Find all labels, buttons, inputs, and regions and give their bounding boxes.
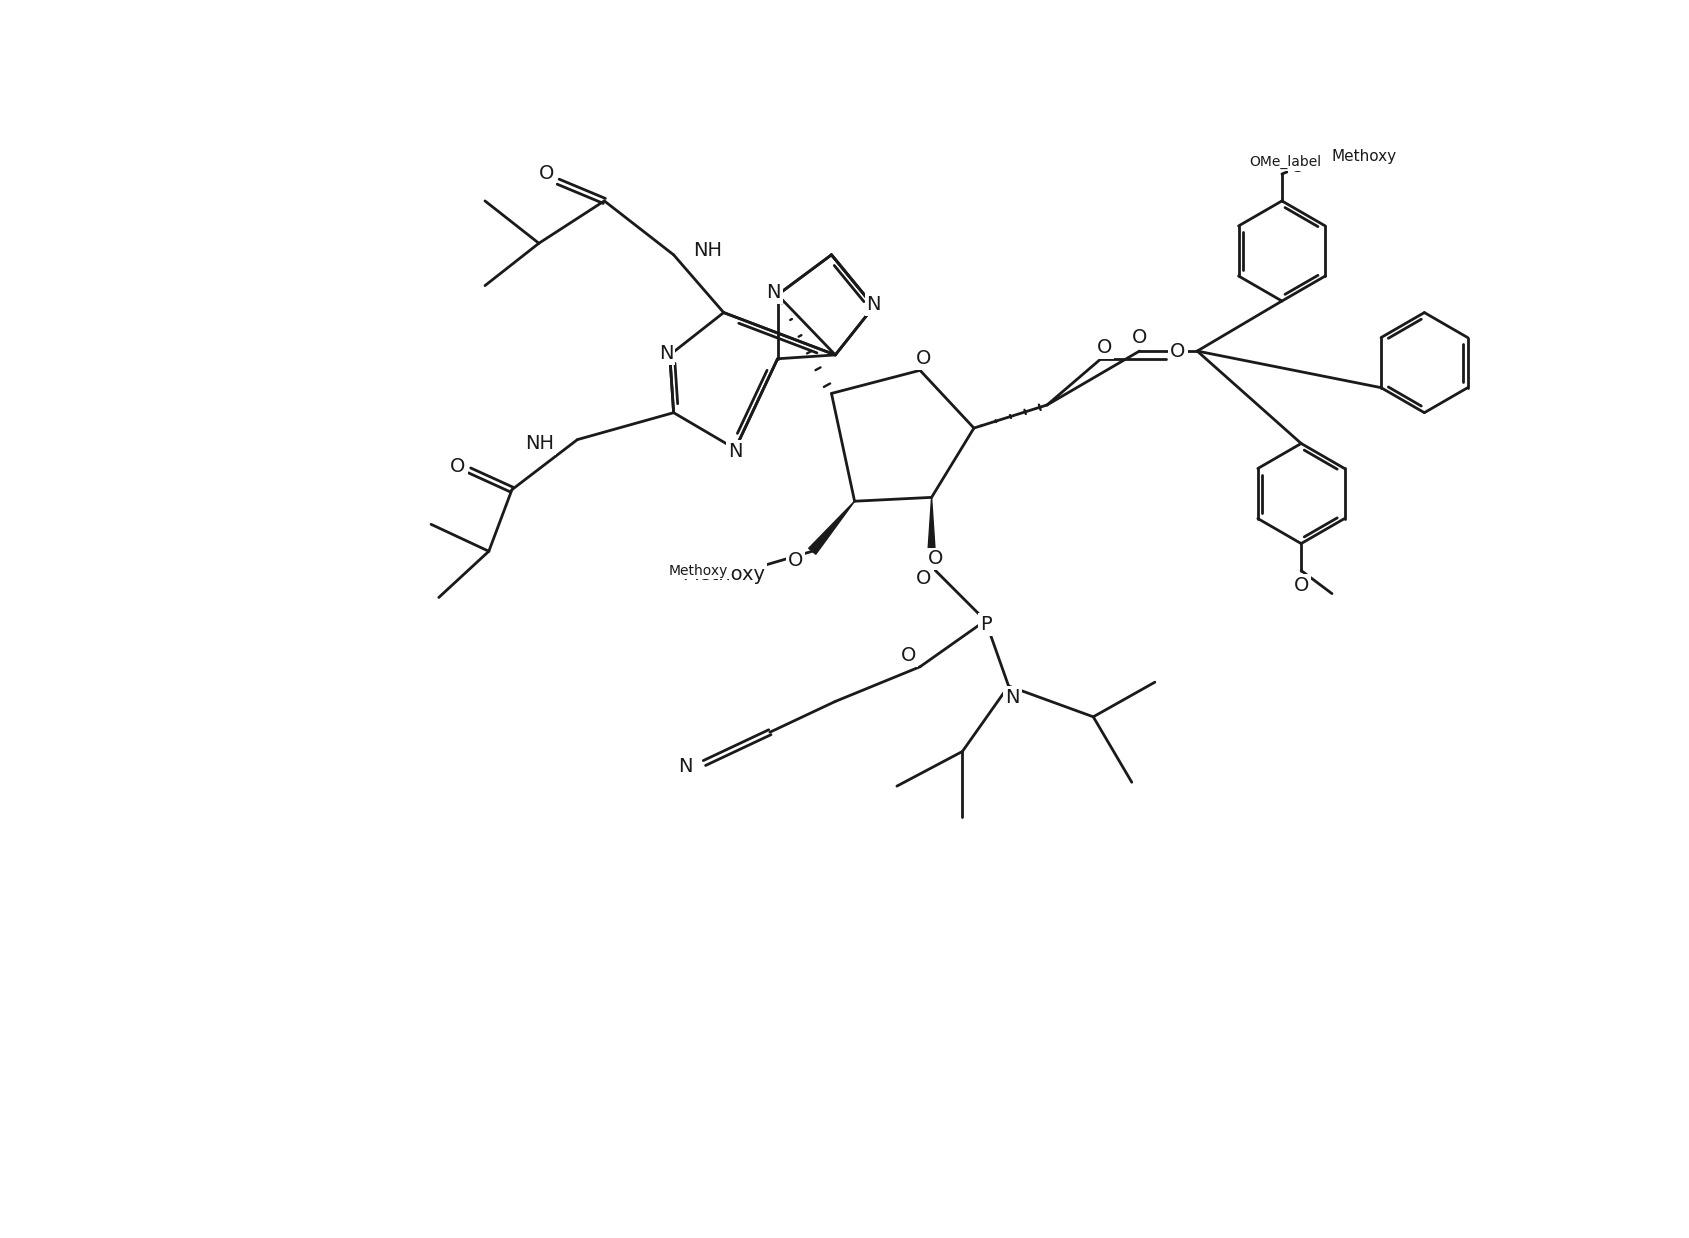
Text: N: N [767, 284, 780, 302]
Text: O: O [1292, 577, 1307, 595]
Text: OMe_label: OMe_label [1248, 155, 1321, 170]
Text: P: P [980, 615, 991, 634]
Text: NH: NH [692, 241, 721, 260]
Text: Methoxy: Methoxy [667, 563, 726, 577]
Text: O: O [900, 646, 915, 665]
Text: O: O [1289, 157, 1304, 176]
Polygon shape [809, 501, 855, 555]
Text: O: O [915, 568, 931, 588]
Text: N: N [659, 344, 672, 363]
Text: N: N [1005, 688, 1018, 707]
Text: O: O [539, 165, 554, 183]
Text: N: N [677, 758, 692, 776]
Text: NH: NH [525, 435, 554, 453]
Text: O: O [1132, 328, 1147, 347]
Text: O: O [927, 550, 942, 568]
Text: N: N [866, 296, 880, 314]
Text: O: O [915, 349, 931, 368]
Text: Methoxy: Methoxy [1331, 149, 1397, 163]
Text: O: O [1169, 342, 1186, 360]
Polygon shape [926, 498, 936, 567]
Text: O: O [787, 551, 802, 569]
Text: Methoxy: Methoxy [682, 565, 765, 584]
Text: O: O [449, 457, 466, 477]
Text: O: O [1096, 338, 1111, 357]
Text: N: N [728, 442, 741, 461]
